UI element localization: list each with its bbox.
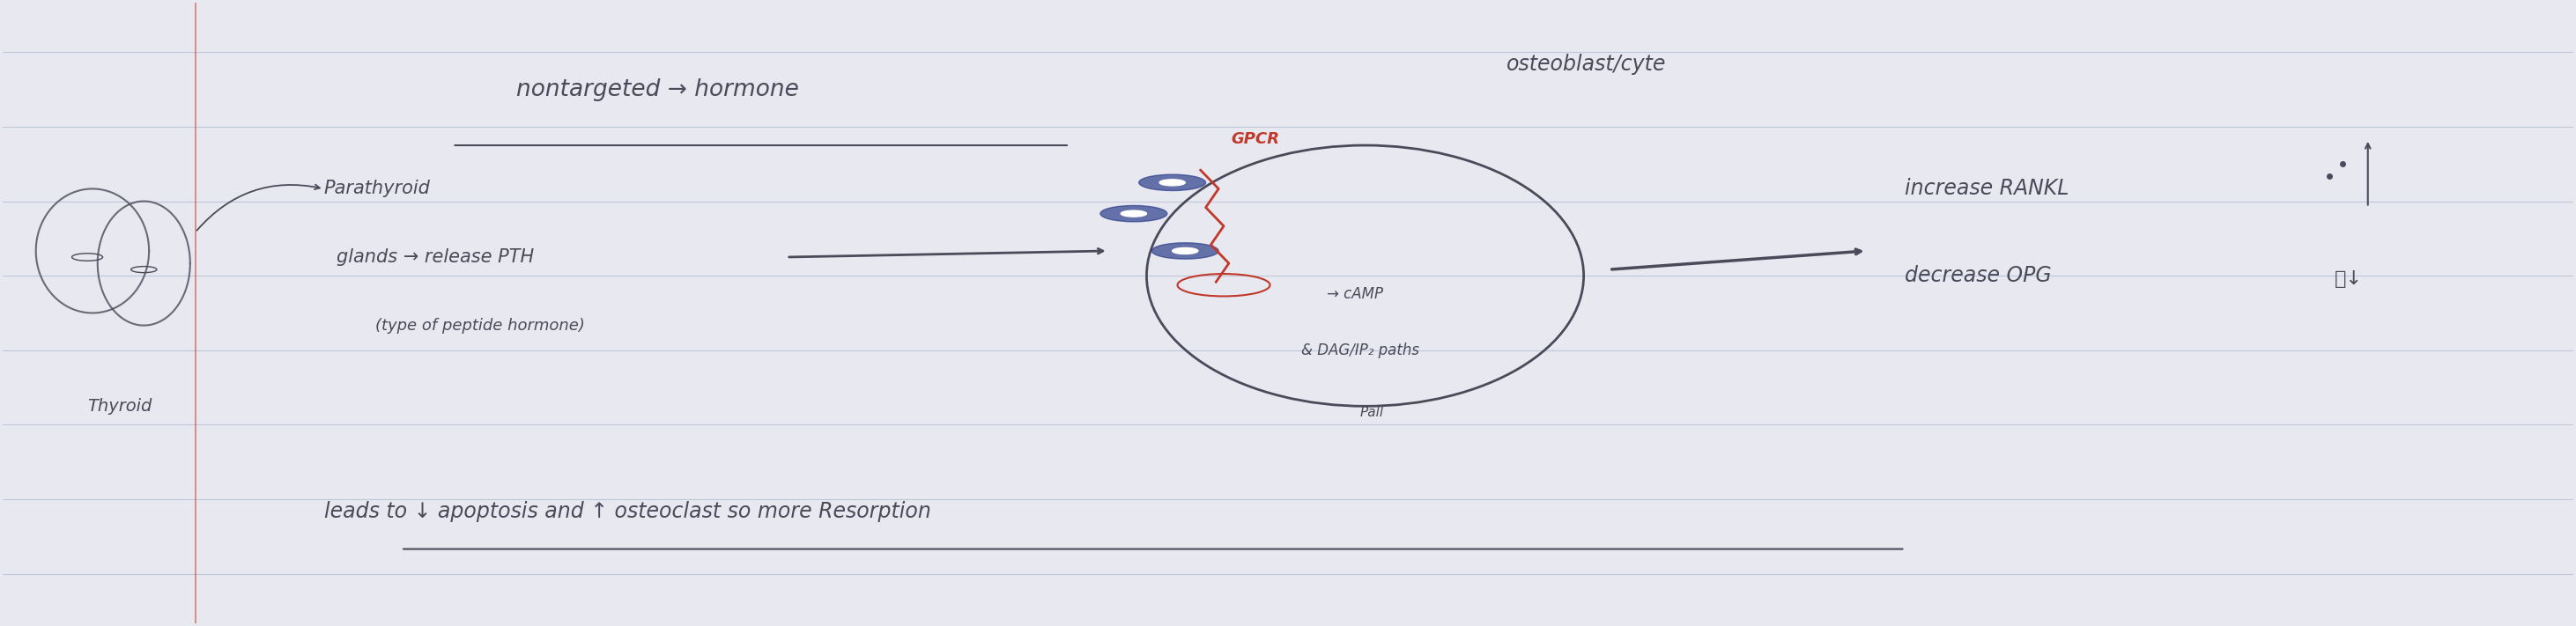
Text: leads to ↓ apoptosis and ↑ osteoclast so more Resorption: leads to ↓ apoptosis and ↑ osteoclast so… (325, 501, 930, 522)
Text: → cAMP: → cAMP (1327, 287, 1383, 302)
Circle shape (1139, 175, 1206, 191)
Text: ⌒↓: ⌒↓ (2334, 270, 2362, 288)
Text: (type of peptide hormone): (type of peptide hormone) (376, 317, 585, 334)
Text: decrease OPG: decrease OPG (1906, 265, 2053, 286)
Text: GPCR: GPCR (1231, 131, 1280, 147)
Text: increase RANKL: increase RANKL (1906, 178, 2069, 199)
Text: Pall: Pall (1360, 406, 1383, 419)
Text: & DAG/IP₂ paths: & DAG/IP₂ paths (1301, 342, 1419, 358)
Text: Thyroid: Thyroid (88, 398, 152, 414)
Circle shape (1172, 248, 1198, 254)
Circle shape (1121, 210, 1146, 217)
Text: Parathyroid: Parathyroid (325, 180, 430, 198)
Text: glands → release PTH: glands → release PTH (337, 249, 533, 266)
Text: osteoblast/cyte: osteoblast/cyte (1507, 54, 1667, 75)
Circle shape (1159, 180, 1185, 186)
Text: nontargeted → hormone: nontargeted → hormone (518, 78, 799, 101)
Circle shape (1151, 243, 1218, 259)
Circle shape (1100, 205, 1167, 222)
